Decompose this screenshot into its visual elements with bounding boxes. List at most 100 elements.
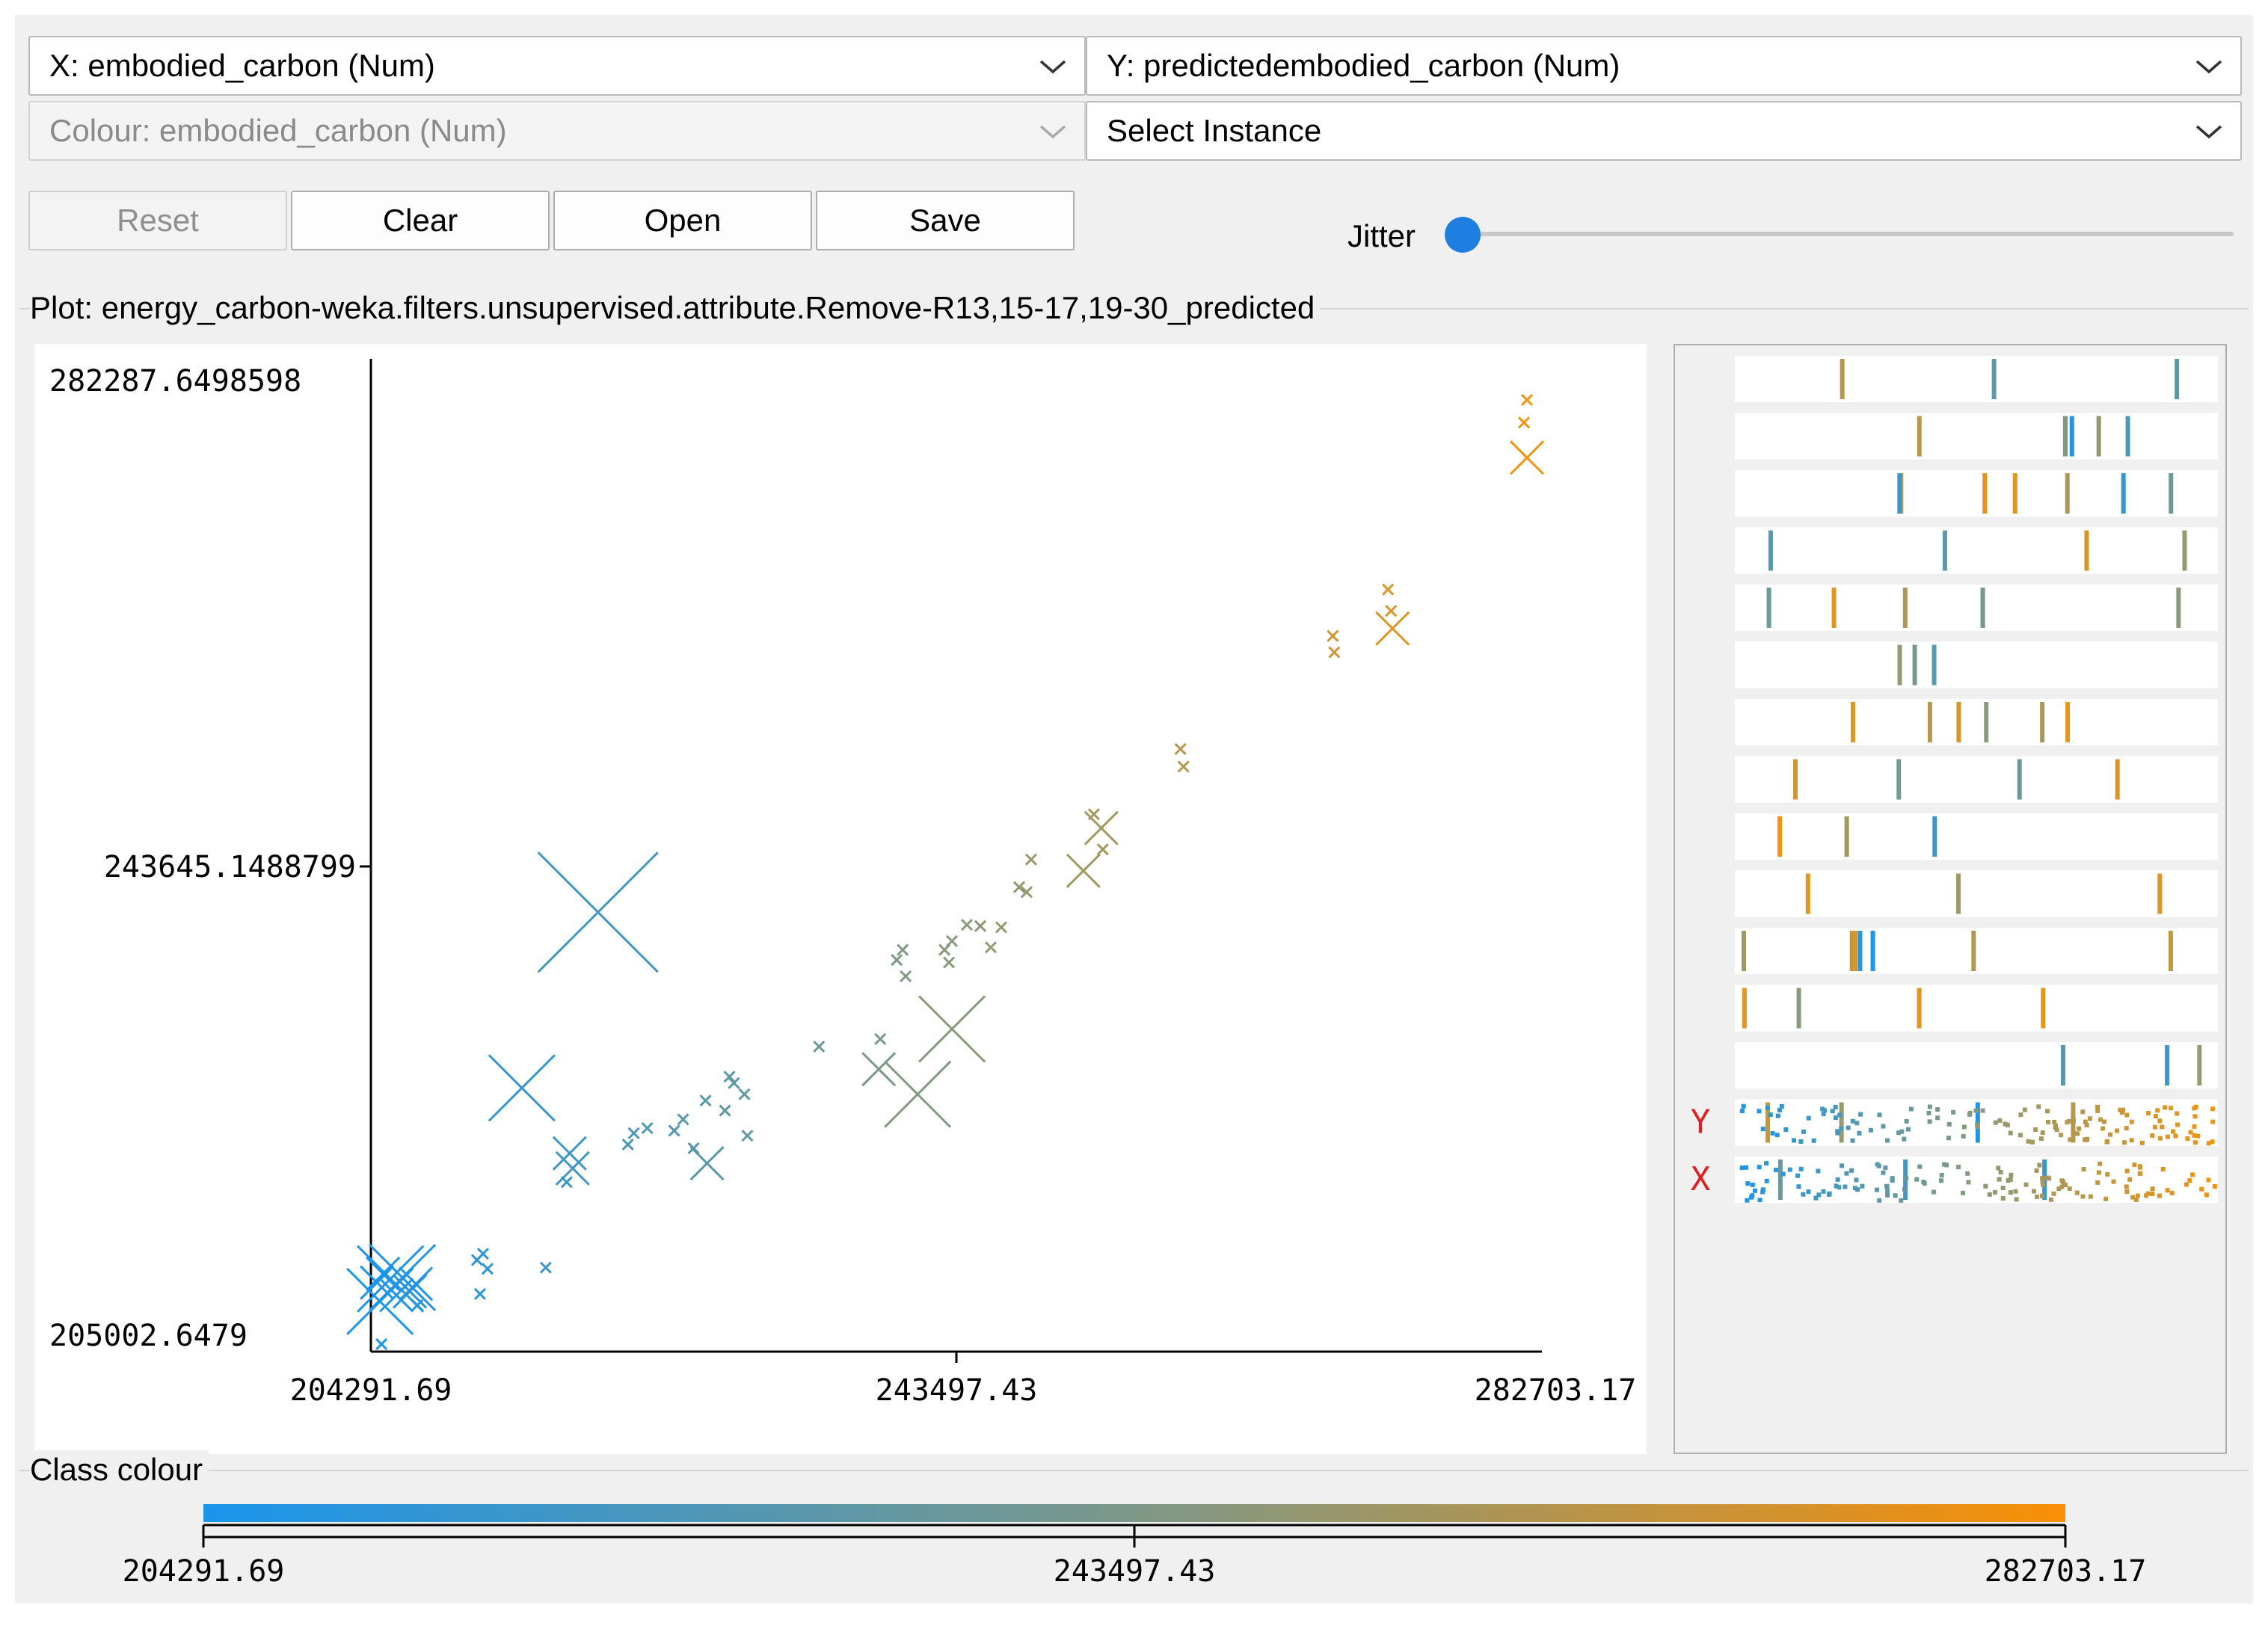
data-point[interactable]: [1024, 853, 1037, 866]
data-point[interactable]: [473, 1287, 487, 1300]
data-point[interactable]: [884, 1060, 952, 1128]
data-point[interactable]: [476, 1247, 490, 1260]
data-point[interactable]: [369, 1243, 437, 1312]
data-point[interactable]: [1520, 393, 1534, 407]
jitter-label: Jitter: [1347, 218, 1416, 253]
data-point[interactable]: [481, 1263, 494, 1275]
data-point[interactable]: [918, 995, 986, 1063]
x-row-marker: X: [1691, 1160, 1711, 1198]
data-point[interactable]: [1517, 416, 1531, 429]
data-point[interactable]: [945, 934, 959, 947]
data-point[interactable]: [728, 1077, 740, 1089]
y-axis-select[interactable]: Y: predictedembodied_carbon (Num): [1086, 36, 2242, 96]
data-point[interactable]: [627, 1127, 640, 1139]
data-point[interactable]: [897, 943, 909, 956]
data-point[interactable]: [552, 1136, 587, 1171]
data-point[interactable]: [1096, 843, 1109, 856]
clear-button[interactable]: Clear: [291, 191, 550, 250]
attribute-bar-row[interactable]: [1735, 413, 2218, 460]
attribute-bar-row[interactable]: [1735, 1157, 2218, 1203]
data-point[interactable]: [943, 956, 956, 969]
data-point[interactable]: [861, 1052, 897, 1087]
attribute-bar-row[interactable]: [1735, 699, 2218, 745]
data-point[interactable]: [1020, 886, 1033, 899]
jitter-slider-thumb[interactable]: [1445, 217, 1481, 253]
data-point[interactable]: [1382, 583, 1395, 596]
data-point[interactable]: [723, 1071, 736, 1083]
data-point[interactable]: [719, 1104, 731, 1117]
data-point[interactable]: [891, 953, 903, 967]
y-tick-label-max: 282287.6498598: [49, 364, 301, 398]
attribute-bar-row[interactable]: [1735, 470, 2218, 517]
attribute-bars[interactable]: YX: [1675, 345, 2225, 1453]
data-point[interactable]: [1066, 853, 1101, 888]
scatter-plot[interactable]: 282287.6498598 243645.1488799 205002.6479 2…: [34, 344, 1647, 1454]
select-instance-select[interactable]: Select Instance: [1086, 101, 2242, 161]
data-point[interactable]: [738, 1088, 751, 1100]
data-point[interactable]: [687, 1142, 700, 1155]
data-point[interactable]: [555, 1151, 590, 1186]
chevron-down-icon: [2195, 60, 2222, 74]
data-point[interactable]: [560, 1176, 573, 1189]
attribute-bar-row[interactable]: [1735, 585, 2218, 631]
data-point[interactable]: [974, 920, 987, 932]
data-point[interactable]: [984, 941, 998, 954]
attribute-bar-row[interactable]: [1735, 356, 2218, 402]
attribute-bar-row[interactable]: [1735, 756, 2218, 803]
data-point[interactable]: [375, 1337, 388, 1351]
data-point[interactable]: [621, 1138, 634, 1151]
data-point[interactable]: [874, 1032, 887, 1045]
colour-select[interactable]: Colour: embodied_carbon (Num): [28, 101, 1086, 161]
chevron-down-icon: [2195, 125, 2222, 139]
data-point[interactable]: [1087, 808, 1100, 821]
data-point[interactable]: [1327, 629, 1339, 642]
data-point[interactable]: [995, 921, 1008, 934]
attribute-bar-row[interactable]: [1735, 985, 2218, 1032]
open-button[interactable]: Open: [553, 191, 812, 250]
colour-select-value: Colour: embodied_carbon (Num): [49, 113, 507, 148]
data-point[interactable]: [1174, 742, 1187, 755]
data-point[interactable]: [1385, 605, 1398, 618]
attribute-bar-row[interactable]: [1735, 527, 2218, 574]
x-tick-label-min: 204291.69: [290, 1373, 452, 1408]
data-point[interactable]: [960, 918, 974, 931]
data-point[interactable]: [668, 1124, 680, 1137]
data-point[interactable]: [1509, 440, 1545, 475]
scatter-plot-area[interactable]: 282287.6498598 243645.1488799 205002.6479 2…: [34, 344, 1647, 1454]
data-point[interactable]: [1177, 760, 1190, 773]
chevron-down-icon: [1039, 125, 1066, 139]
attribute-bar-row[interactable]: [1735, 813, 2218, 860]
data-point[interactable]: [537, 852, 659, 973]
data-point[interactable]: [399, 1266, 434, 1302]
attribute-bar-row[interactable]: [1735, 870, 2218, 917]
attribute-bar-row[interactable]: [1735, 928, 2218, 974]
data-point[interactable]: [1012, 881, 1025, 893]
data-point[interactable]: [1375, 611, 1410, 646]
x-axis-select[interactable]: X: embodied_carbon (Num): [28, 36, 1086, 96]
save-button[interactable]: Save: [816, 191, 1075, 250]
x-tick-label-max: 282703.17: [1475, 1373, 1637, 1408]
data-point[interactable]: [699, 1094, 712, 1107]
select-instance-value: Select Instance: [1107, 113, 1322, 148]
attribute-bar-row[interactable]: [1735, 641, 2218, 689]
reset-button[interactable]: Reset: [28, 191, 287, 250]
data-point[interactable]: [900, 970, 912, 982]
attribute-bar-row[interactable]: [1735, 1042, 2218, 1088]
jitter-slider-track[interactable]: [1462, 232, 2234, 236]
data-point[interactable]: [741, 1130, 754, 1142]
data-point[interactable]: [689, 1146, 725, 1181]
data-point[interactable]: [813, 1040, 826, 1053]
data-point[interactable]: [641, 1122, 654, 1135]
data-point[interactable]: [1328, 646, 1341, 659]
data-point[interactable]: [677, 1113, 689, 1126]
x-tick-label-mid: 243497.43: [876, 1373, 1038, 1408]
legend-mid-label: 243497.43: [1054, 1554, 1216, 1589]
data-point[interactable]: [379, 1278, 414, 1313]
attribute-bar-row[interactable]: [1735, 1099, 2218, 1146]
data-point[interactable]: [539, 1261, 552, 1274]
data-point[interactable]: [411, 1299, 424, 1311]
legend-group-border: [19, 1470, 2248, 1471]
data-point[interactable]: [488, 1054, 556, 1122]
